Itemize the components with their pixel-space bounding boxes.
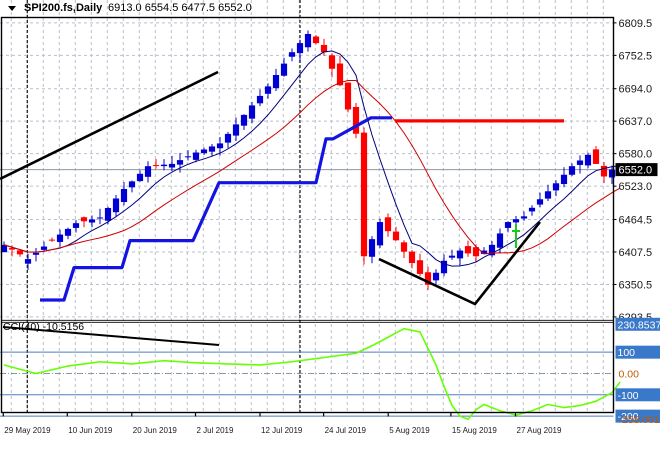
svg-text:-100: -100 xyxy=(618,390,639,402)
svg-text:100: 100 xyxy=(618,347,636,359)
svg-text:6694.0: 6694.0 xyxy=(619,84,653,96)
svg-text:6752.5: 6752.5 xyxy=(619,50,653,62)
svg-text:0.00: 0.00 xyxy=(619,368,640,380)
svg-text:6552.0: 6552.0 xyxy=(619,165,653,177)
svg-text:6523.0: 6523.0 xyxy=(619,181,653,193)
svg-text:2 Jul 2019: 2 Jul 2019 xyxy=(197,426,234,435)
svg-text:6637.0: 6637.0 xyxy=(619,116,653,128)
svg-text:6809.5: 6809.5 xyxy=(619,18,653,30)
svg-text:10 Jun 2019: 10 Jun 2019 xyxy=(68,426,113,435)
svg-text:6407.5: 6407.5 xyxy=(619,247,653,259)
svg-text:CCI(40) -10.5156: CCI(40) -10.5156 xyxy=(3,321,84,333)
svg-text:12 Jul 2019: 12 Jul 2019 xyxy=(261,426,303,435)
svg-text:-258.061: -258.061 xyxy=(619,414,660,426)
svg-text:6580.0: 6580.0 xyxy=(619,149,653,161)
svg-text:SPI200.fs,Daily: SPI200.fs,Daily xyxy=(24,2,103,14)
svg-text:6464.5: 6464.5 xyxy=(619,214,653,226)
svg-text:20 Jun 2019: 20 Jun 2019 xyxy=(133,426,178,435)
svg-text:6913.0 6554.5 6477.5 6552.0: 6913.0 6554.5 6477.5 6552.0 xyxy=(108,2,252,14)
svg-text:15 Aug 2019: 15 Aug 2019 xyxy=(452,426,497,435)
svg-text:5 Aug 2019: 5 Aug 2019 xyxy=(389,426,430,435)
svg-text:24 Jul 2019: 24 Jul 2019 xyxy=(325,426,367,435)
svg-text:27 Aug 2019: 27 Aug 2019 xyxy=(517,426,562,435)
svg-text:29 May 2019: 29 May 2019 xyxy=(4,426,51,435)
svg-text:6350.5: 6350.5 xyxy=(619,279,653,291)
svg-text:230.8537: 230.8537 xyxy=(618,319,660,331)
